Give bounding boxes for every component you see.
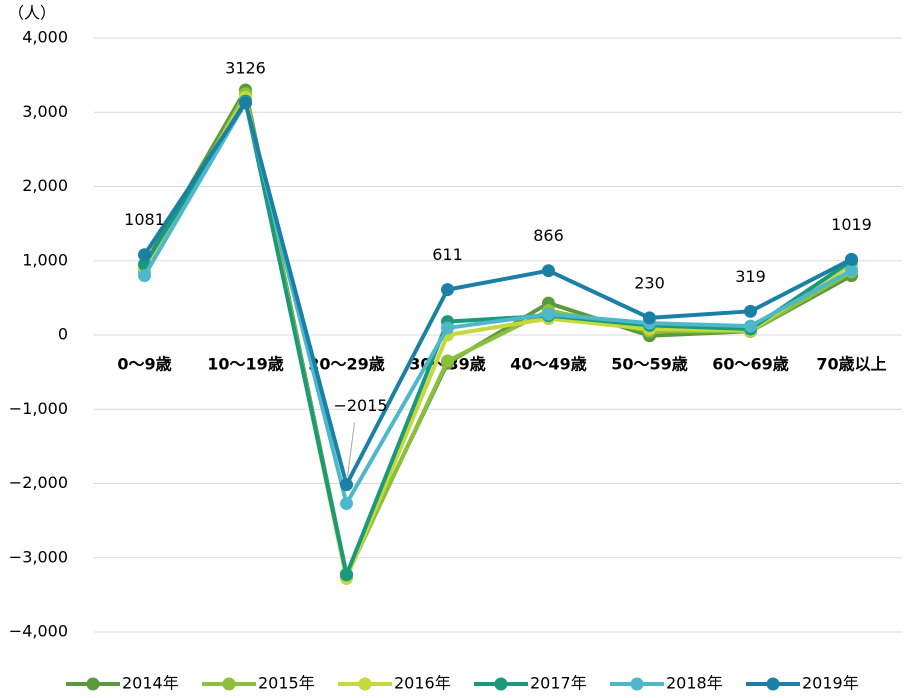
point [542,264,555,278]
x-tick-label: 0～9歳 [117,355,171,374]
legend-marker [222,677,236,691]
legend-label: 2017年 [530,674,587,693]
point [138,269,151,283]
series-line [142,100,853,506]
point [239,96,252,110]
point [542,307,555,321]
legend-label: 2018年 [666,674,723,693]
y-tick-label: 2,000 [22,176,68,195]
point [441,354,454,368]
x-tick-label: 40～49歳 [510,355,587,374]
series-line [142,100,853,487]
y-tick-label: −3,000 [9,547,68,566]
data-label: 1081 [124,210,165,229]
legend-marker [86,677,100,691]
legend-label: 2019年 [802,674,859,693]
point [340,497,353,511]
y-tick-label: −2,000 [9,473,68,492]
point [744,304,757,318]
y-axis-label: （人） [8,4,56,23]
legend-marker [630,677,644,691]
point [845,252,858,266]
y-tick-label: −4,000 [9,622,68,641]
data-label: 866 [533,226,564,245]
x-tick-label: 70歳以上 [816,355,886,374]
point [744,319,757,333]
y-tick-label: 0 [58,325,68,344]
x-tick-label: 60～69歳 [712,355,789,374]
data-label: 319 [735,267,766,286]
legend-label: 2014年 [122,674,179,693]
point [138,248,151,262]
legend-marker [494,677,508,691]
point [340,478,353,492]
legend-marker [766,677,780,691]
y-tick-label: 4,000 [22,28,68,47]
legend-marker [358,677,372,691]
x-tick-label: 50～59歳 [611,355,688,374]
y-tick-label: 1,000 [22,250,68,269]
data-label: 1019 [831,215,872,234]
data-label: 3126 [225,58,266,77]
data-label: −2015 [333,396,387,415]
y-tick-label: 3,000 [22,102,68,121]
legend-label: 2016年 [394,674,451,693]
leader-line [347,422,355,477]
point [340,568,353,582]
data-label: 230 [634,273,665,292]
series-line [142,99,853,577]
data-label: 611 [432,245,463,264]
point [441,321,454,335]
point [643,311,656,325]
point [441,283,454,297]
y-tick-label: −1,000 [9,399,68,418]
x-tick-label: 10～19歳 [207,355,284,374]
legend-label: 2015年 [258,674,315,693]
x-tick-label: 20～29歳 [308,355,385,374]
point [845,263,858,277]
